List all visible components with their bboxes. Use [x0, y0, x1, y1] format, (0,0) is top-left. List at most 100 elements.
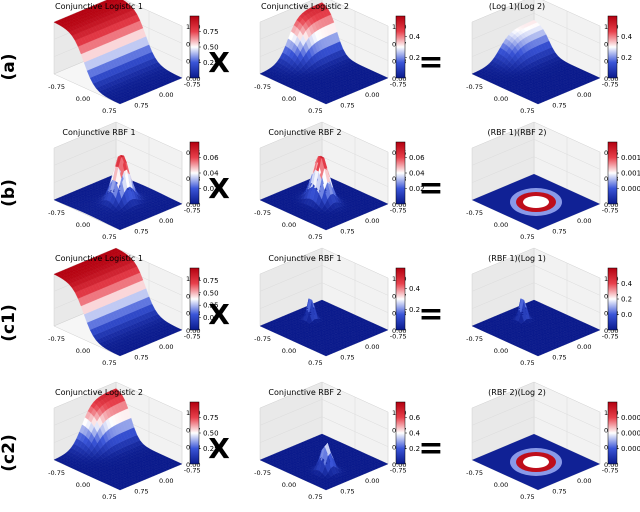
y-tick-label: -0.75 — [390, 333, 407, 341]
surface-patch — [259, 198, 267, 202]
colorbar-gradient — [189, 401, 200, 465]
surface-plot — [471, 298, 601, 357]
x-tick-label: 0.75 — [102, 233, 116, 241]
panel-title: (RBF 1)(Log 1) — [488, 254, 546, 263]
surface-panel: 0.000.330.671.00-0.750.000.750.750.00-0.… — [254, 381, 421, 501]
y-tick-label: -0.75 — [184, 81, 201, 89]
y-tick-label: 0.75 — [340, 101, 354, 109]
colorbar-gradient — [395, 15, 406, 79]
x-tick-label: 0.00 — [494, 221, 508, 229]
colorbar-tick-label: 0.4 — [409, 33, 421, 41]
y-tick-label: 0.75 — [340, 353, 354, 361]
z-tick-label: 0.00 — [392, 201, 406, 209]
y-tick-label: 0.00 — [365, 91, 379, 99]
row-label: (c2) — [0, 434, 19, 471]
equals-operator: = — [418, 45, 443, 80]
y-tick-label: 0.00 — [577, 217, 591, 225]
x-tick-label: 0.00 — [282, 221, 296, 229]
panel-title: (RBF 1)(RBF 2) — [487, 128, 546, 137]
surface-plot — [471, 20, 601, 105]
surface-panel: 0.000.330.671.00-0.750.000.750.750.00-0.… — [466, 247, 633, 367]
surface-plot — [259, 298, 389, 357]
x-tick-label: 0.00 — [76, 95, 90, 103]
z-tick-label: 0.00 — [604, 75, 618, 83]
y-tick-label: 0.00 — [365, 217, 379, 225]
colorbar-tick-label: 0.2 — [621, 54, 632, 62]
x-tick-label: 0.00 — [76, 481, 90, 489]
colorbar-tick-label: 0.50 — [203, 44, 219, 52]
x-tick-label: -0.75 — [466, 83, 483, 91]
y-tick-label: -0.75 — [390, 81, 407, 89]
x-tick-label: -0.75 — [254, 83, 271, 91]
panel-title: Conjunctive RBF 1 — [62, 128, 135, 137]
figure-row: (c1)0.000.330.671.00-0.750.000.750.750.0… — [0, 247, 633, 367]
panel-title: Conjunctive Logistic 2 — [261, 2, 349, 11]
x-tick-label: 0.75 — [102, 493, 116, 501]
surface-patch — [471, 72, 479, 76]
y-tick-label: 0.75 — [552, 101, 566, 109]
figure-row: (a)0.000.330.671.00-0.750.000.750.750.00… — [0, 0, 633, 115]
colorbar-gradient — [607, 15, 618, 79]
multiply-operator: X — [208, 172, 230, 205]
equals-operator: = — [418, 297, 443, 332]
ring-inner — [523, 196, 549, 208]
x-tick-label: 0.75 — [102, 359, 116, 367]
colorbar-tick-label: 0.75 — [203, 277, 219, 285]
x-tick-label: 0.75 — [520, 107, 534, 115]
panel-title: Conjunctive Logistic 1 — [55, 254, 143, 263]
x-tick-label: 0.75 — [308, 233, 322, 241]
surface-plot — [53, 0, 183, 105]
colorbar-gradient — [189, 267, 200, 331]
surface-plot — [53, 154, 183, 231]
colorbar-gradient — [395, 141, 406, 205]
x-tick-label: 0.00 — [494, 95, 508, 103]
surface-plot — [472, 174, 600, 230]
equals-operator: = — [418, 171, 443, 206]
surface-panel: 0.000.330.671.00-0.750.000.750.750.00-0.… — [254, 0, 421, 115]
x-tick-label: 0.75 — [520, 233, 534, 241]
z-tick-label: 0.00 — [604, 201, 618, 209]
colorbar: 0.2 0.4 — [395, 15, 421, 79]
panel-title: (Log 1)(Log 2) — [489, 2, 545, 11]
x-tick-label: 0.75 — [520, 359, 534, 367]
colorbar: 0.020.040.06 — [395, 141, 425, 205]
colorbar-tick-label: 0.2 — [409, 54, 420, 62]
colorbar-tick-label: 0.4 — [409, 285, 421, 293]
x-tick-label: 0.00 — [494, 347, 508, 355]
multiply-operator: X — [208, 298, 230, 331]
surface-patch — [53, 272, 61, 276]
colorbar: 0.020.040.06 — [189, 141, 219, 205]
colorbar: 0.20.4 — [607, 15, 633, 79]
x-tick-label: 0.00 — [282, 95, 296, 103]
multiply-operator: X — [208, 46, 230, 79]
surface-panel: 0.000.330.671.00-0.750.000.750.750.00-0.… — [466, 0, 633, 115]
x-tick-label: -0.75 — [254, 335, 271, 343]
colorbar: 0.00050.00100.0015 — [607, 141, 640, 205]
colorbar-tick-label: 0.06 — [203, 154, 219, 162]
colorbar-tick-label: 0.2 — [409, 306, 420, 314]
z-tick-label: 0.00 — [186, 75, 200, 83]
y-tick-label: 0.75 — [552, 227, 566, 235]
surface-panel: 0.000.330.671.00-0.750.000.750.750.00-0.… — [48, 0, 219, 115]
colorbar: 0.25 0.50 0.75 — [189, 15, 219, 79]
surface-plot — [53, 388, 183, 491]
x-tick-label: 0.75 — [308, 107, 322, 115]
colorbar-tick-label: 0.04 — [203, 170, 219, 178]
z-tick-label: 0.00 — [392, 327, 406, 335]
y-tick-label: 0.00 — [365, 343, 379, 351]
y-tick-label: 0.75 — [134, 101, 148, 109]
colorbar-tick-label: 0.25 — [203, 59, 219, 67]
surface-panel: 0.000.030.05-0.750.000.750.750.00-0.750.… — [48, 121, 219, 241]
x-tick-label: -0.75 — [48, 83, 65, 91]
x-tick-label: -0.75 — [48, 335, 65, 343]
surface-patch — [259, 72, 267, 76]
colorbar-tick-label: 0.0 — [621, 311, 632, 319]
x-tick-label: 0.00 — [76, 221, 90, 229]
x-tick-label: 0.75 — [102, 107, 116, 115]
surface-patch — [53, 20, 61, 24]
colorbar-tick-label: 0.75 — [203, 28, 219, 36]
colorbar-tick-label: 0.4 — [621, 280, 633, 288]
x-tick-label: 0.00 — [76, 347, 90, 355]
